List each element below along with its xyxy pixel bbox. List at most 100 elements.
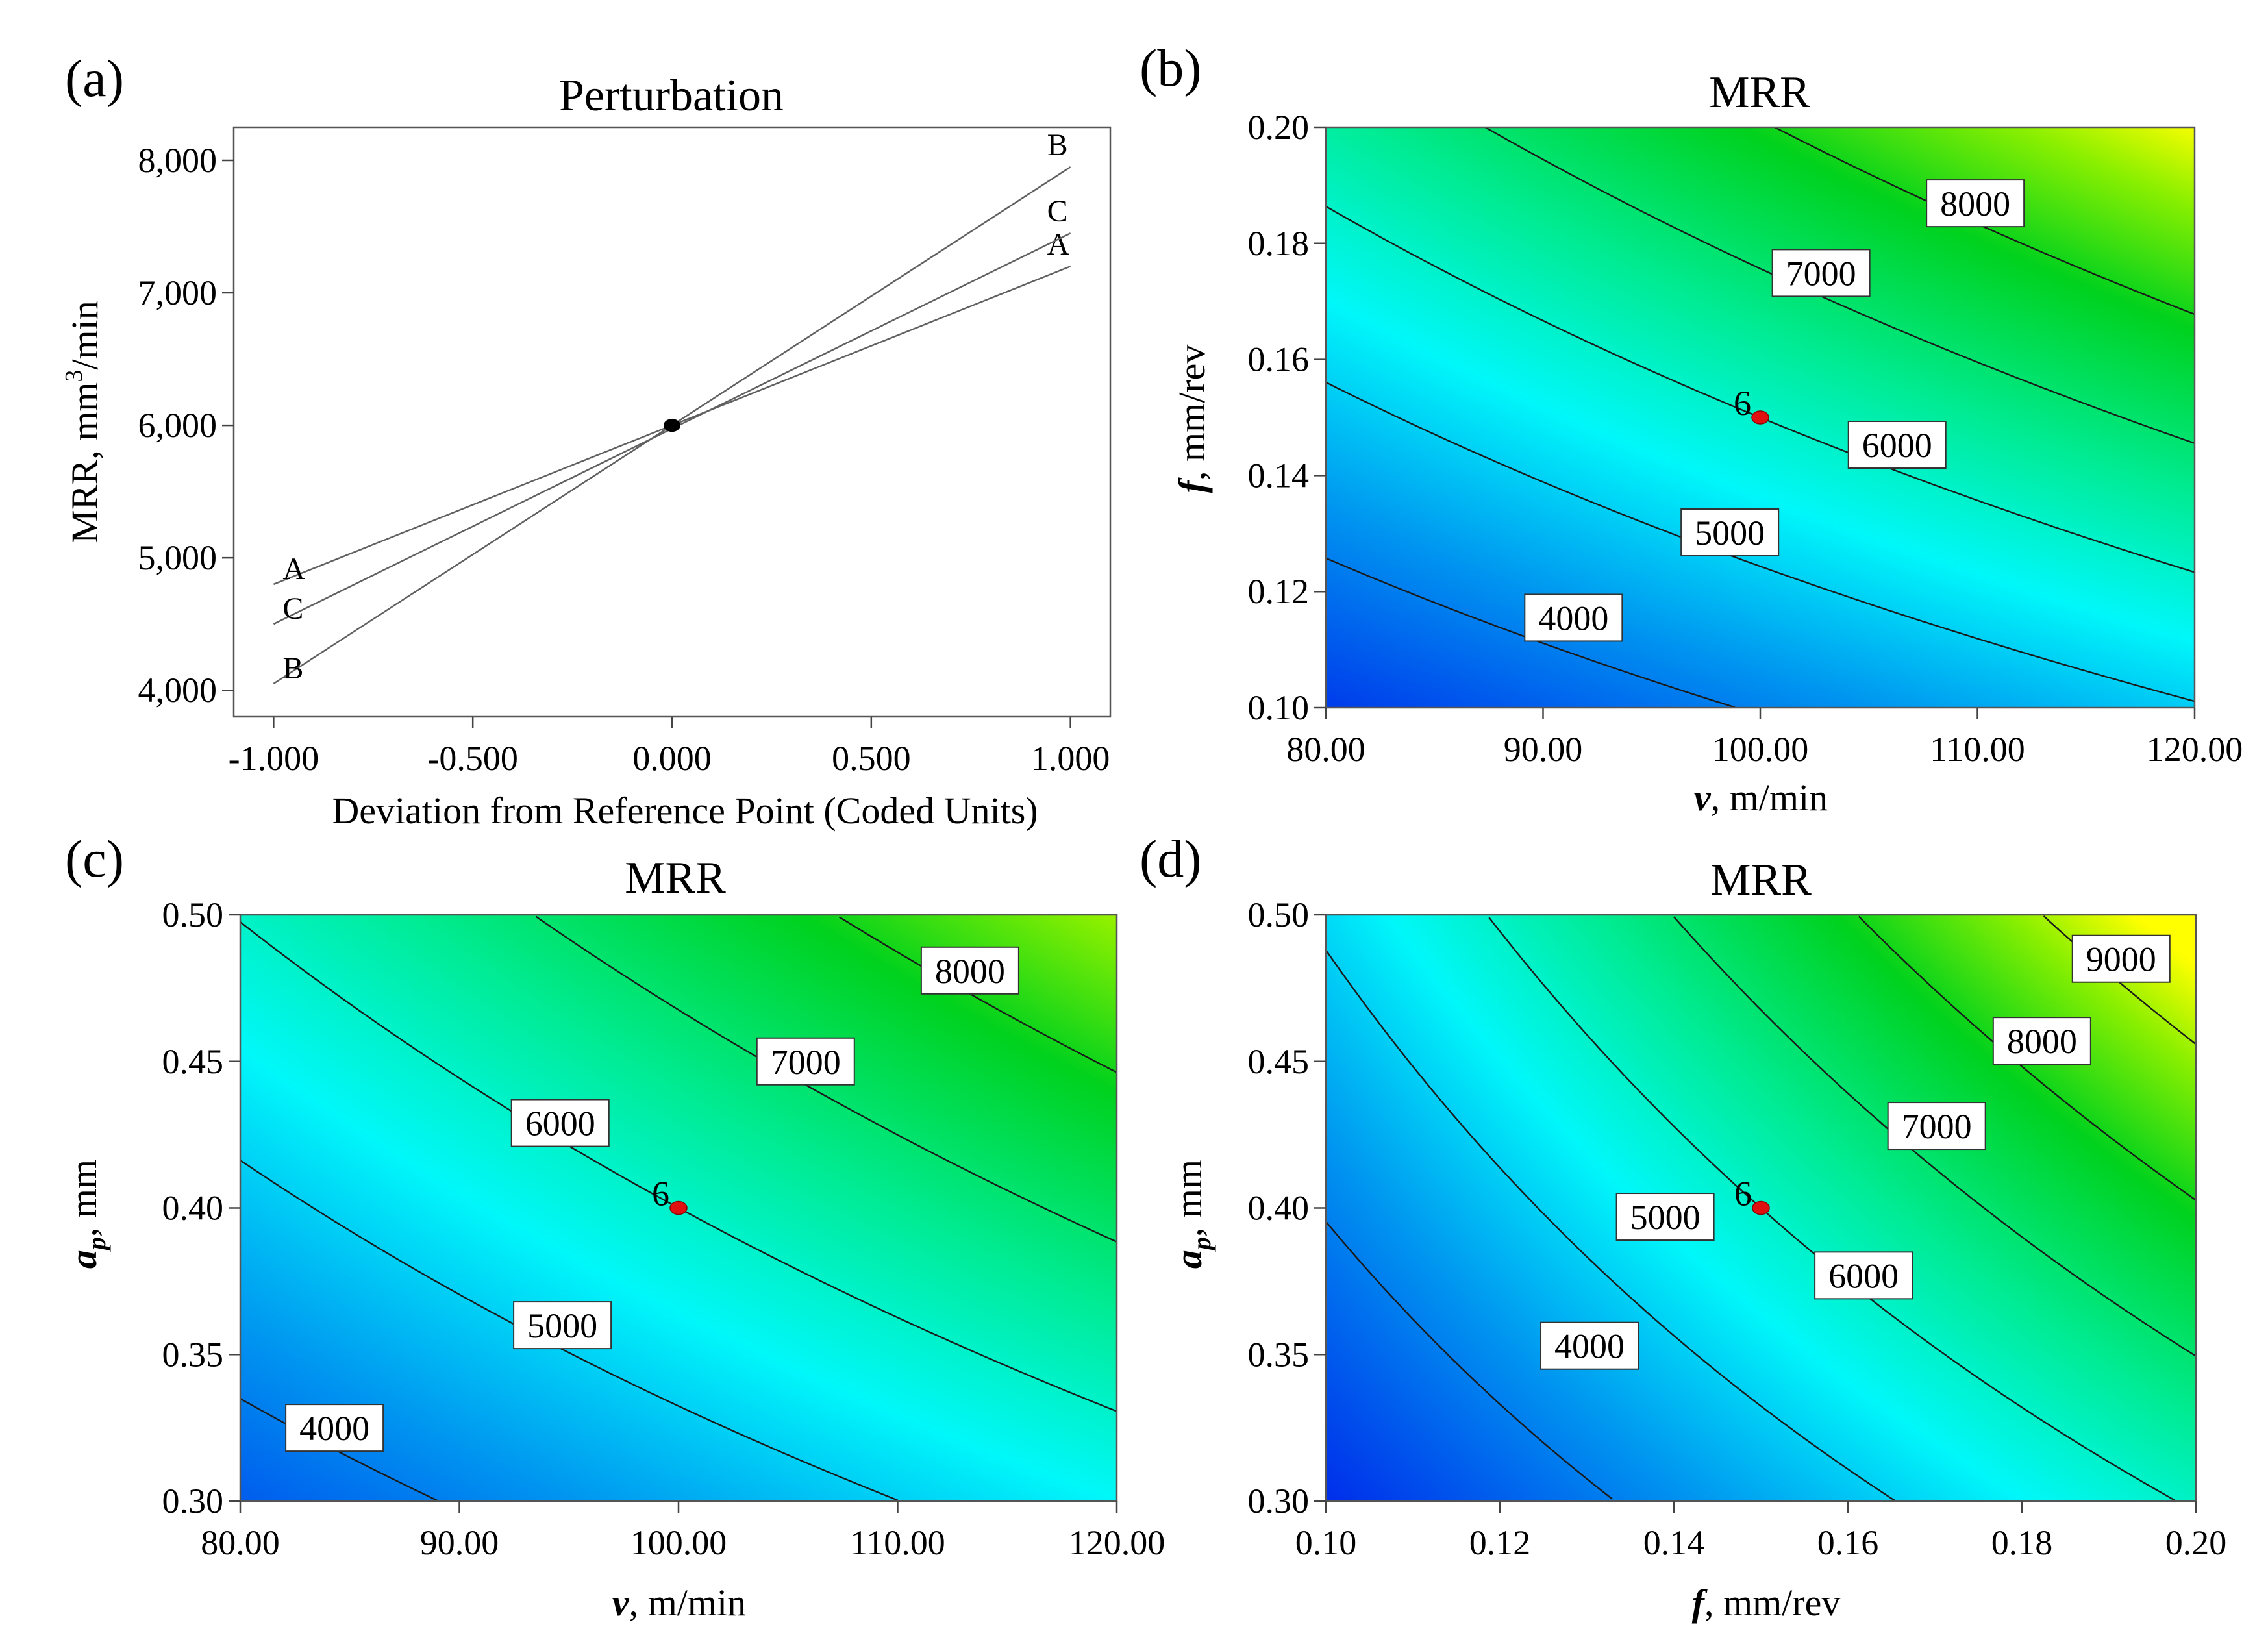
contour-line-7000 (535, 915, 1117, 1243)
contour-label: 6000 (525, 1104, 595, 1143)
contour-label: 4000 (1538, 599, 1608, 638)
contour-label: 9000 (2086, 940, 2156, 979)
y-axis-label-c: ap, mm (62, 1160, 111, 1269)
contour-line-5000 (1325, 949, 1896, 1502)
panel-label-d: (d) (1140, 829, 1202, 888)
contour-line-7000 (1673, 916, 2197, 1357)
y-tick-label: 0.35 (1248, 1335, 1310, 1374)
y-tick-label: 0.45 (162, 1042, 224, 1081)
contour-label: 5000 (1630, 1198, 1701, 1237)
contour-line-8000 (1858, 915, 2197, 1201)
contour-label-box (1524, 593, 1623, 642)
contour-label: 4000 (299, 1409, 369, 1448)
x-tick-label-a: 1.000 (1031, 739, 1110, 778)
series-label-B-left: B (282, 651, 303, 686)
chart-title-b: MRR (1709, 68, 1810, 118)
y-tick-label-a: 8,000 (138, 141, 218, 180)
x-axis-label-d: f, mm/rev (1692, 1582, 1841, 1624)
center-point-marker (1752, 1200, 1770, 1215)
y-tick-label: 0.40 (162, 1189, 224, 1228)
y-tick-label: 0.16 (1248, 340, 1310, 379)
contour-chart-b: 0.10 0.12 0.14 0.16 0.18 0.20 80.00 90.00 100.00… (1248, 108, 2243, 769)
y-tick-label: 0.50 (1248, 895, 1310, 934)
series-label-A-right: A (1047, 227, 1070, 262)
contour-label: 8000 (1940, 184, 2010, 223)
chart-title-d: MRR (1710, 855, 1812, 905)
series-label-B-right: B (1047, 128, 1068, 162)
contour-label: 7000 (1786, 254, 1856, 293)
y-axis-label-b-rest: , mm/rev (1171, 345, 1213, 480)
contour-label-box (1540, 1321, 1639, 1370)
contour-label: 8000 (2007, 1022, 2077, 1061)
reference-point-marker (664, 419, 680, 432)
center-point-label: 6 (1734, 384, 1751, 423)
chart-title-a: Perturbation (559, 71, 784, 121)
x-tick-label-a: 0.000 (632, 739, 712, 778)
contour-line-8000 (838, 916, 1117, 1073)
y-tick-label: 0.40 (1248, 1189, 1310, 1228)
x-axis-label-c-rest: , m/min (629, 1582, 746, 1624)
panel-label-b: (b) (1140, 38, 1202, 97)
contour-label-box (1680, 508, 1780, 557)
x-axis-label-a: Deviation from Reference Point (Coded Un… (332, 790, 1038, 832)
y-tick-label: 0.14 (1248, 456, 1310, 495)
x-tick-label: 100.00 (1712, 730, 1809, 769)
panel-a: (a) Perturbation 4,000 5,000 6,000 7,000 8,0… (60, 49, 1112, 832)
y-tick-label: 0.30 (162, 1482, 224, 1521)
contour-label-box (510, 1099, 610, 1147)
y-tick-label: 0.50 (162, 895, 224, 934)
y-axis-label-c-symbol: a (62, 1250, 105, 1269)
y-axis-label-c-sub: p (82, 1237, 111, 1252)
x-tick-label-a: -1.000 (229, 739, 319, 778)
x-tick-label: 90.00 (1504, 730, 1583, 769)
contour-label-box (513, 1301, 612, 1350)
contour-label: 6000 (1862, 426, 1932, 465)
x-tick-label: 120.00 (2147, 730, 2243, 769)
contour-label: 4000 (1554, 1327, 1625, 1366)
x-tick-label: 120.00 (1069, 1523, 1165, 1562)
x-tick-label: 90.00 (420, 1523, 499, 1562)
contour-line-5000 (240, 1160, 898, 1501)
x-tick-label: 0.16 (1817, 1523, 1879, 1562)
series-label-C-right: C (1047, 194, 1068, 229)
y-axis-label-b: f, mm/rev (1171, 345, 1213, 493)
y-tick-label-a: 6,000 (138, 406, 218, 445)
center-point-label: 6 (652, 1175, 669, 1213)
x-tick-label-a: 0.500 (832, 739, 911, 778)
center-point-marker (1751, 410, 1769, 425)
y-axis-label-a-main: MRR, mm (64, 382, 106, 543)
y-tick-label: 0.30 (1248, 1482, 1310, 1521)
panel-c: (c) MRR v, m/min ap, mm (62, 829, 746, 1624)
x-axis-label-c: v, m/min (612, 1582, 746, 1624)
panel-b: (b) MRR v, m/min f, mm/rev (1140, 38, 1828, 819)
y-axis-label-a-unit: /min (64, 301, 106, 369)
contour-chart-d: 0.30 0.35 0.40 0.45 0.50 0.10 0.12 0.14 0.16 0.18… (1248, 895, 2227, 1562)
contour-label: 7000 (771, 1043, 841, 1082)
y-axis-label-d: ap, mm (1167, 1160, 1216, 1269)
x-tick-label: 80.00 (201, 1523, 280, 1562)
x-tick-label: 100.00 (630, 1523, 727, 1562)
y-axis-label-d-rest: , mm (1167, 1160, 1210, 1237)
y-axis-label-c-rest: , mm (62, 1160, 105, 1237)
y-tick-label: 0.35 (162, 1335, 224, 1374)
center-point-marker (669, 1200, 688, 1215)
x-axis-label-b-symbol: v (1694, 777, 1712, 819)
x-axis-label-c-symbol: v (612, 1582, 630, 1624)
y-axis-a: 4,000 5,000 6,000 7,000 8,000 (138, 141, 234, 710)
x-tick-label: 0.10 (1295, 1523, 1357, 1562)
x-tick-label: 0.14 (1643, 1523, 1705, 1562)
x-tick-label: 110.00 (1930, 730, 2025, 769)
panel-label-c: (c) (65, 829, 124, 888)
y-axis-label-a-sup: 3 (60, 370, 88, 382)
contour-line-4000 (1325, 1221, 1613, 1500)
contour-label-box (1615, 1193, 1715, 1241)
x-tick-label: 0.12 (1469, 1523, 1531, 1562)
contour-label-box (1771, 249, 1871, 297)
contour-label-box (1847, 421, 1947, 469)
y-tick-label-a: 7,000 (138, 273, 218, 312)
x-tick-label: 0.20 (2165, 1523, 2227, 1562)
panel-d: (d) MRR f, mm/rev ap, mm (1140, 829, 1840, 1624)
y-tick-label: 0.10 (1248, 688, 1310, 727)
center-point-label: 6 (1734, 1175, 1752, 1213)
